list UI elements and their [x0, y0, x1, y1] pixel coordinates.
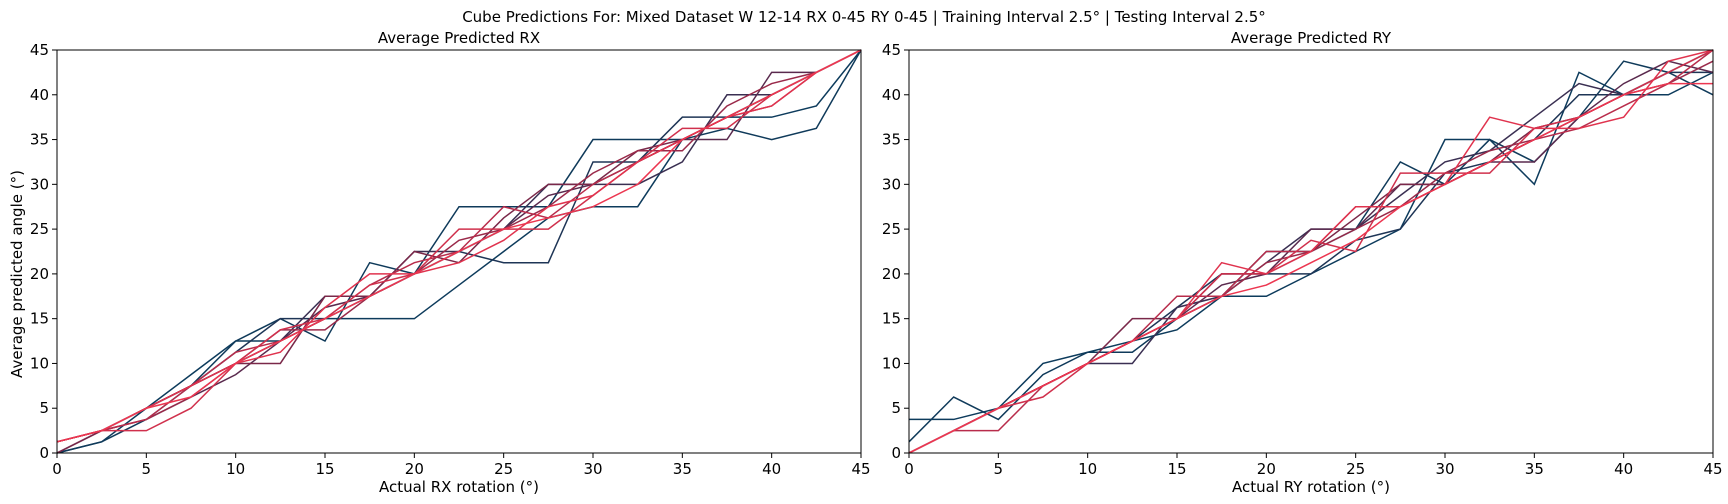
x-tick-label-ry: 15	[1167, 460, 1186, 478]
y-axis-label-rx: Average predicted angle (°)	[8, 170, 26, 378]
x-tick-label-ry: 30	[1435, 460, 1454, 478]
y-tick-label-rx: 45	[30, 41, 49, 59]
x-tick-label-rx: 0	[52, 460, 62, 478]
series-group-ry	[908, 49, 1714, 454]
series-line-rx-9	[56, 49, 862, 443]
series-line-rx-7	[56, 49, 862, 443]
x-tick-label-rx: 20	[405, 460, 424, 478]
plot-frame-ry	[908, 49, 1714, 454]
x-tick-label-ry: 35	[1525, 460, 1544, 478]
plot-frame-rx	[56, 49, 862, 454]
y-tick-label-rx: 40	[30, 86, 49, 104]
x-tick-label-ry: 20	[1257, 460, 1276, 478]
series-line-ry-11	[908, 82, 1713, 454]
x-tick-label-ry: 0	[904, 460, 914, 478]
x-tick-label-rx: 15	[315, 460, 334, 478]
y-tick-label-ry: 15	[882, 310, 901, 328]
chart-title-rx: Average Predicted RX	[378, 29, 540, 47]
y-tick-label-rx: 5	[39, 399, 49, 417]
x-tick-label-rx: 30	[583, 460, 602, 478]
series-line-rx-10	[56, 49, 862, 443]
series-line-ry-7	[908, 60, 1714, 454]
series-line-ry-5	[908, 60, 1714, 454]
y-tick-label-rx: 15	[30, 310, 49, 328]
series-line-rx-4	[56, 49, 862, 443]
x-tick-label-rx: 5	[142, 460, 152, 478]
y-tick-label-rx: 10	[30, 354, 49, 372]
x-tick-label-ry: 5	[994, 460, 1004, 478]
y-tick-label-rx: 35	[30, 131, 49, 149]
x-tick-label-rx: 35	[673, 460, 692, 478]
x-tick-label-rx: 40	[762, 460, 781, 478]
y-tick-label-ry: 5	[891, 399, 901, 417]
series-line-rx-11	[56, 49, 862, 443]
y-tick-label-ry: 20	[882, 265, 901, 283]
y-tick-label-ry: 30	[882, 175, 901, 193]
x-tick-label-ry: 10	[1078, 460, 1097, 478]
y-tick-label-ry: 10	[882, 354, 901, 372]
y-tick-label-rx: 0	[39, 444, 49, 462]
x-tick-label-rx: 25	[494, 460, 513, 478]
x-tick-label-rx: 10	[226, 460, 245, 478]
x-axis-label-rx: Actual RX rotation (°)	[379, 478, 539, 496]
series-line-rx-8	[56, 49, 862, 443]
x-tick-label-ry: 25	[1346, 460, 1365, 478]
y-tick-label-rx: 20	[30, 265, 49, 283]
x-tick-label-ry: 40	[1614, 460, 1633, 478]
y-tick-label-rx: 30	[30, 175, 49, 193]
y-tick-label-ry: 40	[882, 86, 901, 104]
y-tick-label-rx: 25	[30, 220, 49, 238]
x-tick-label-rx: 45	[851, 460, 870, 478]
series-group-rx	[56, 49, 862, 454]
chart-panel-rx: Average Predicted RX Actual RX rotation …	[8, 29, 871, 496]
figure-suptitle: Cube Predictions For: Mixed Dataset W 12…	[462, 8, 1266, 26]
chart-panel-ry: Average Predicted RY Actual RY rotation …	[882, 29, 1723, 496]
x-tick-label-ry: 45	[1703, 460, 1722, 478]
y-tick-label-ry: 25	[882, 220, 901, 238]
chart-title-ry: Average Predicted RY	[1231, 29, 1392, 47]
y-tick-label-ry: 0	[891, 444, 901, 462]
y-tick-label-ry: 45	[882, 41, 901, 59]
x-axis-label-ry: Actual RY rotation (°)	[1232, 478, 1390, 496]
y-tick-label-ry: 35	[882, 131, 901, 149]
